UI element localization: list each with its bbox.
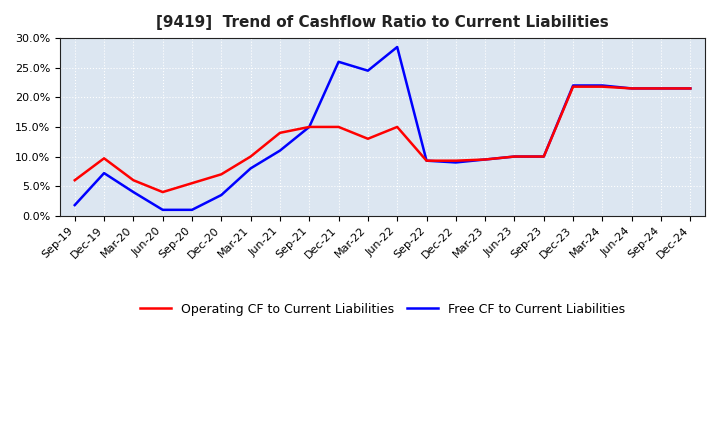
Line: Free CF to Current Liabilities: Free CF to Current Liabilities — [75, 47, 690, 210]
Legend: Operating CF to Current Liabilities, Free CF to Current Liabilities: Operating CF to Current Liabilities, Fre… — [134, 297, 631, 322]
Operating CF to Current Liabilities — [100, 156, 109, 161]
Free CF to Current Liabilities — [686, 86, 695, 91]
Free CF to Current Liabilities — [305, 124, 314, 129]
Free CF to Current Liabilities — [627, 86, 636, 91]
Free CF to Current Liabilities — [598, 83, 607, 88]
Operating CF to Current Liabilities — [627, 86, 636, 91]
Operating CF to Current Liabilities — [510, 154, 519, 159]
Free CF to Current Liabilities — [393, 44, 402, 50]
Operating CF to Current Liabilities — [71, 178, 79, 183]
Free CF to Current Liabilities — [657, 86, 665, 91]
Free CF to Current Liabilities — [188, 207, 197, 213]
Operating CF to Current Liabilities — [686, 86, 695, 91]
Free CF to Current Liabilities — [334, 59, 343, 64]
Free CF to Current Liabilities — [451, 160, 460, 165]
Free CF to Current Liabilities — [158, 207, 167, 213]
Operating CF to Current Liabilities — [539, 154, 548, 159]
Operating CF to Current Liabilities — [129, 178, 138, 183]
Free CF to Current Liabilities — [246, 166, 255, 171]
Free CF to Current Liabilities — [364, 68, 372, 73]
Operating CF to Current Liabilities — [451, 158, 460, 163]
Operating CF to Current Liabilities — [422, 158, 431, 163]
Operating CF to Current Liabilities — [598, 84, 607, 89]
Free CF to Current Liabilities — [510, 154, 519, 159]
Operating CF to Current Liabilities — [657, 86, 665, 91]
Free CF to Current Liabilities — [217, 192, 225, 198]
Operating CF to Current Liabilities — [217, 172, 225, 177]
Operating CF to Current Liabilities — [481, 157, 490, 162]
Free CF to Current Liabilities — [276, 148, 284, 153]
Operating CF to Current Liabilities — [276, 130, 284, 136]
Free CF to Current Liabilities — [422, 158, 431, 163]
Free CF to Current Liabilities — [100, 170, 109, 176]
Free CF to Current Liabilities — [71, 202, 79, 208]
Title: [9419]  Trend of Cashflow Ratio to Current Liabilities: [9419] Trend of Cashflow Ratio to Curren… — [156, 15, 609, 30]
Operating CF to Current Liabilities — [334, 124, 343, 129]
Operating CF to Current Liabilities — [569, 84, 577, 89]
Operating CF to Current Liabilities — [305, 124, 314, 129]
Free CF to Current Liabilities — [129, 190, 138, 195]
Operating CF to Current Liabilities — [393, 124, 402, 129]
Free CF to Current Liabilities — [539, 154, 548, 159]
Line: Operating CF to Current Liabilities: Operating CF to Current Liabilities — [75, 87, 690, 192]
Operating CF to Current Liabilities — [188, 180, 197, 186]
Free CF to Current Liabilities — [569, 83, 577, 88]
Free CF to Current Liabilities — [481, 157, 490, 162]
Operating CF to Current Liabilities — [158, 190, 167, 195]
Operating CF to Current Liabilities — [364, 136, 372, 141]
Operating CF to Current Liabilities — [246, 154, 255, 159]
